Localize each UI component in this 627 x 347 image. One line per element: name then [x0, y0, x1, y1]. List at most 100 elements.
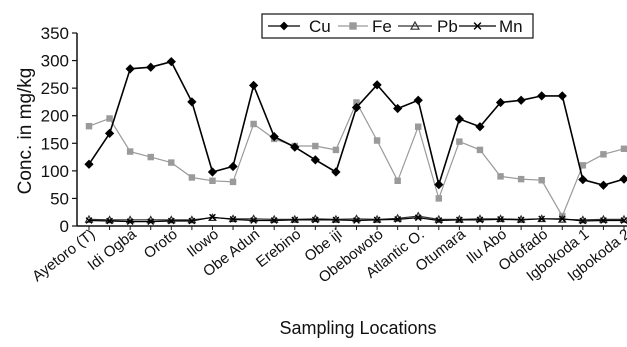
data-point	[517, 175, 525, 183]
data-point	[250, 120, 257, 128]
y-tick-label: 0	[60, 217, 69, 236]
y-axis-label: Conc. in mg/kg	[15, 68, 36, 195]
data-point	[578, 175, 588, 185]
data-point	[209, 177, 216, 185]
data-point	[332, 146, 340, 154]
x-axis-label: Sampling Locations	[279, 318, 436, 338]
y-tick-label: 250	[41, 79, 69, 98]
y-tick-label: 200	[41, 107, 69, 126]
y-ticks: 0 50 100 150 200 250 300 350	[41, 24, 77, 236]
data-point	[104, 128, 115, 138]
data-point	[209, 213, 216, 221]
data-point	[476, 216, 484, 224]
legend: Cu Fe Pb Mn	[261, 13, 534, 39]
data-point	[598, 180, 609, 190]
legend-label: Fe	[372, 17, 392, 36]
data-point	[125, 64, 135, 74]
data-point	[456, 216, 463, 224]
data-point	[538, 215, 546, 223]
data-point	[291, 216, 299, 224]
data-point	[85, 122, 93, 130]
data-point	[84, 159, 94, 169]
data-point	[538, 177, 545, 184]
data-point	[248, 80, 259, 91]
data-point	[620, 217, 627, 224]
data-point	[557, 91, 567, 101]
data-point	[414, 214, 422, 222]
data-point	[351, 102, 362, 113]
data-point	[146, 62, 156, 72]
y-tick-label: 300	[41, 52, 69, 71]
data-point	[279, 21, 289, 31]
data-point	[434, 180, 444, 190]
data-point	[495, 97, 506, 108]
data-point	[579, 217, 587, 225]
data-point	[187, 97, 197, 107]
data-point	[373, 137, 381, 144]
data-point	[394, 215, 402, 223]
data-point	[373, 216, 381, 224]
data-point	[167, 217, 175, 225]
data-point	[147, 153, 154, 161]
data-point	[475, 122, 485, 132]
series-line	[88, 101, 625, 218]
data-point	[228, 161, 238, 172]
axes	[76, 33, 627, 227]
data-point	[473, 22, 482, 30]
y-tick-label: 50	[50, 189, 69, 208]
data-point	[188, 217, 196, 225]
data-point	[147, 218, 155, 225]
data-point	[269, 132, 279, 142]
legend-item-pb: Pb	[398, 17, 458, 36]
data-point	[456, 138, 463, 145]
legend-item-cu: Cu	[268, 17, 331, 36]
data-point	[415, 123, 422, 130]
data-point	[168, 159, 175, 166]
data-point	[349, 22, 357, 30]
data-point	[620, 145, 627, 153]
legend-label: Cu	[309, 17, 331, 36]
data-point	[497, 173, 504, 180]
data-point	[516, 95, 526, 105]
data-point	[394, 177, 401, 185]
y-tick-label: 350	[41, 24, 69, 43]
data-point	[353, 217, 360, 224]
data-point	[331, 167, 341, 177]
data-point	[393, 103, 403, 114]
y-tick-label: 150	[41, 134, 69, 153]
data-point	[476, 146, 484, 154]
data-point	[537, 91, 547, 101]
data-point	[413, 95, 423, 105]
data-point	[619, 174, 627, 184]
x-tick-label: Oroto	[141, 226, 181, 262]
data-point	[600, 151, 607, 158]
data-point	[290, 142, 300, 152]
data-point	[207, 167, 218, 177]
data-point	[600, 217, 607, 224]
data-point	[270, 217, 278, 224]
data-point	[435, 217, 443, 224]
data-point	[558, 215, 566, 223]
legend-item-mn: Mn	[459, 17, 523, 36]
legend-label: Mn	[499, 17, 523, 36]
data-point	[126, 148, 134, 155]
data-point	[497, 215, 504, 223]
data-point	[409, 20, 421, 30]
series-cu	[84, 57, 627, 190]
data-point	[166, 57, 176, 67]
data-point	[106, 217, 113, 225]
series-layer	[84, 57, 627, 225]
data-point	[85, 217, 93, 224]
series-line	[88, 60, 625, 188]
data-point	[188, 174, 196, 181]
data-point	[229, 178, 237, 186]
data-point	[250, 217, 257, 224]
data-point	[454, 114, 465, 124]
data-point	[435, 195, 443, 202]
y-tick-label: 100	[41, 162, 69, 181]
data-point	[332, 216, 340, 224]
data-point	[372, 80, 382, 90]
